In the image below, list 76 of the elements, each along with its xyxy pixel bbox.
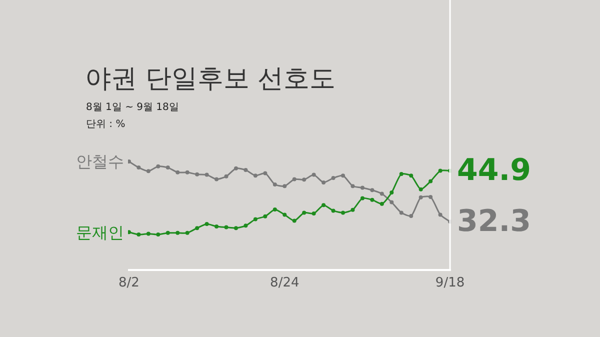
- point: [282, 212, 287, 217]
- x-tick-label: 8/24: [270, 275, 300, 290]
- point: [156, 164, 160, 168]
- point: [136, 166, 141, 170]
- point: [438, 212, 442, 217]
- point: [166, 230, 170, 235]
- point: [166, 166, 170, 170]
- point: [302, 210, 306, 215]
- point: [234, 166, 238, 170]
- point: [322, 180, 326, 184]
- point: [380, 192, 384, 196]
- point: [292, 218, 296, 223]
- point: [399, 172, 404, 176]
- point: [409, 174, 414, 178]
- x-tick-label: 9/18: [435, 275, 465, 290]
- data-label: 44.9: [457, 153, 532, 188]
- point: [176, 230, 180, 235]
- point: [409, 214, 414, 218]
- point: [176, 170, 180, 174]
- point: [370, 188, 374, 192]
- point: [244, 224, 248, 228]
- point: [292, 177, 296, 182]
- point: [360, 196, 364, 200]
- point: [360, 186, 364, 190]
- point: [302, 178, 306, 182]
- point: [331, 176, 336, 180]
- point: [390, 200, 394, 204]
- point: [350, 184, 355, 188]
- point: [224, 174, 228, 178]
- point: [282, 184, 287, 188]
- point: [204, 172, 209, 177]
- point: [146, 169, 150, 174]
- point: [224, 225, 228, 230]
- point: [253, 174, 258, 178]
- series-label: 문재인: [76, 223, 124, 242]
- point: [146, 232, 150, 236]
- point: [331, 208, 336, 213]
- point: [341, 210, 346, 215]
- point: [195, 172, 200, 176]
- point: [136, 232, 141, 237]
- point: [128, 160, 131, 164]
- point: [341, 174, 346, 178]
- point: [399, 210, 404, 215]
- point: [185, 170, 190, 174]
- point: [438, 168, 442, 173]
- point: [128, 230, 131, 234]
- x-tick-label: 8/2: [118, 275, 140, 290]
- point: [272, 208, 277, 212]
- text: 단위 : %: [86, 119, 126, 130]
- point: [204, 222, 209, 226]
- point: [234, 226, 238, 230]
- point: [312, 212, 316, 216]
- point: [390, 190, 394, 195]
- point: [244, 168, 248, 172]
- point: [418, 195, 423, 200]
- data-label: 32.3: [457, 204, 532, 239]
- point: [312, 172, 316, 177]
- point: [263, 214, 268, 218]
- chart-title: 야권 단일후보 선호도: [85, 64, 336, 94]
- point: [428, 179, 433, 184]
- point: [214, 177, 219, 182]
- point: [350, 208, 355, 212]
- series-label: 안철수: [76, 152, 124, 171]
- point: [185, 230, 190, 235]
- point: [418, 187, 423, 192]
- point: [253, 217, 258, 222]
- point: [370, 198, 374, 202]
- point: [380, 202, 384, 206]
- point: [322, 203, 326, 208]
- point: [263, 171, 268, 176]
- chart-subtitle: 8월 1일 ~ 9월 18일: [86, 102, 179, 113]
- point: [195, 226, 200, 230]
- point: [214, 224, 219, 228]
- point: [272, 182, 277, 186]
- point: [428, 195, 433, 199]
- point: [156, 232, 160, 237]
